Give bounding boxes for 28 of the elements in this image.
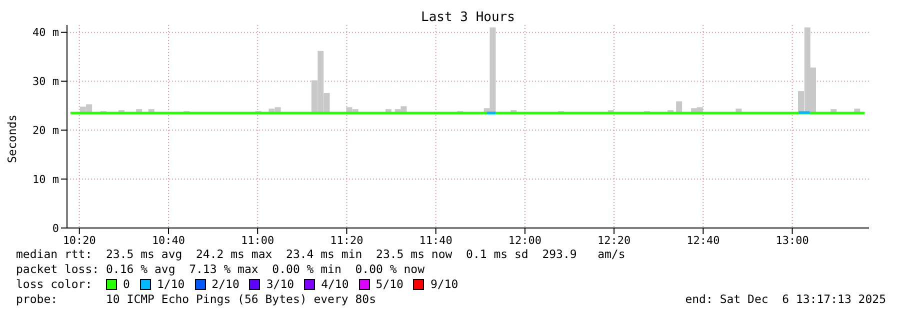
legend-label: 9/10 bbox=[430, 277, 458, 292]
text: probe: 10 ICMP Echo Pings (56 Bytes) every 80s bbox=[16, 292, 376, 307]
y-axis-title: Seconds bbox=[5, 114, 19, 163]
legend-label: 0 bbox=[123, 277, 130, 292]
x-tick-label: 11:20 bbox=[330, 234, 364, 247]
y-tick-label: 40 m bbox=[32, 26, 60, 40]
y-tick-label: 10 m bbox=[32, 172, 60, 186]
x-tick-label: 10:40 bbox=[152, 234, 186, 247]
y-tick-label: 30 m bbox=[32, 75, 60, 88]
text: end: Sat Dec 6 13:17:13 2025 bbox=[685, 292, 886, 307]
legend-label: 5/10 bbox=[376, 277, 404, 292]
x-tick-label: 12:20 bbox=[597, 234, 631, 247]
x-tick-label: 13:00 bbox=[776, 234, 809, 247]
chart-title: Last 3 Hours bbox=[420, 10, 516, 25]
text: packet loss: 0.16 % avg 7.13 % max 0.00 % min 0.00 % now bbox=[16, 262, 426, 277]
y-tick-label: 20 m bbox=[32, 124, 60, 138]
legend-label: 3/10 bbox=[266, 277, 294, 292]
x-tick-label: 10:20 bbox=[62, 234, 96, 247]
text: median rtt: 23.5 ms avg 24.2 ms max 23.4 ms min 23.5 ms now 0.1 ms sd 293.9 am/s bbox=[16, 247, 626, 262]
x-tick-label: 12:40 bbox=[686, 234, 720, 247]
legend-label: 1/10 bbox=[156, 277, 185, 292]
legend-label: 2/10 bbox=[212, 277, 240, 292]
x-tick-label: 11:40 bbox=[419, 234, 452, 247]
text: loss color: bbox=[16, 277, 94, 292]
x-tick-label: 11:00 bbox=[241, 234, 274, 247]
y-tick-label: 0 bbox=[52, 222, 59, 235]
legend-label: 4/10 bbox=[321, 277, 349, 292]
x-tick-label: 12:00 bbox=[508, 234, 542, 247]
